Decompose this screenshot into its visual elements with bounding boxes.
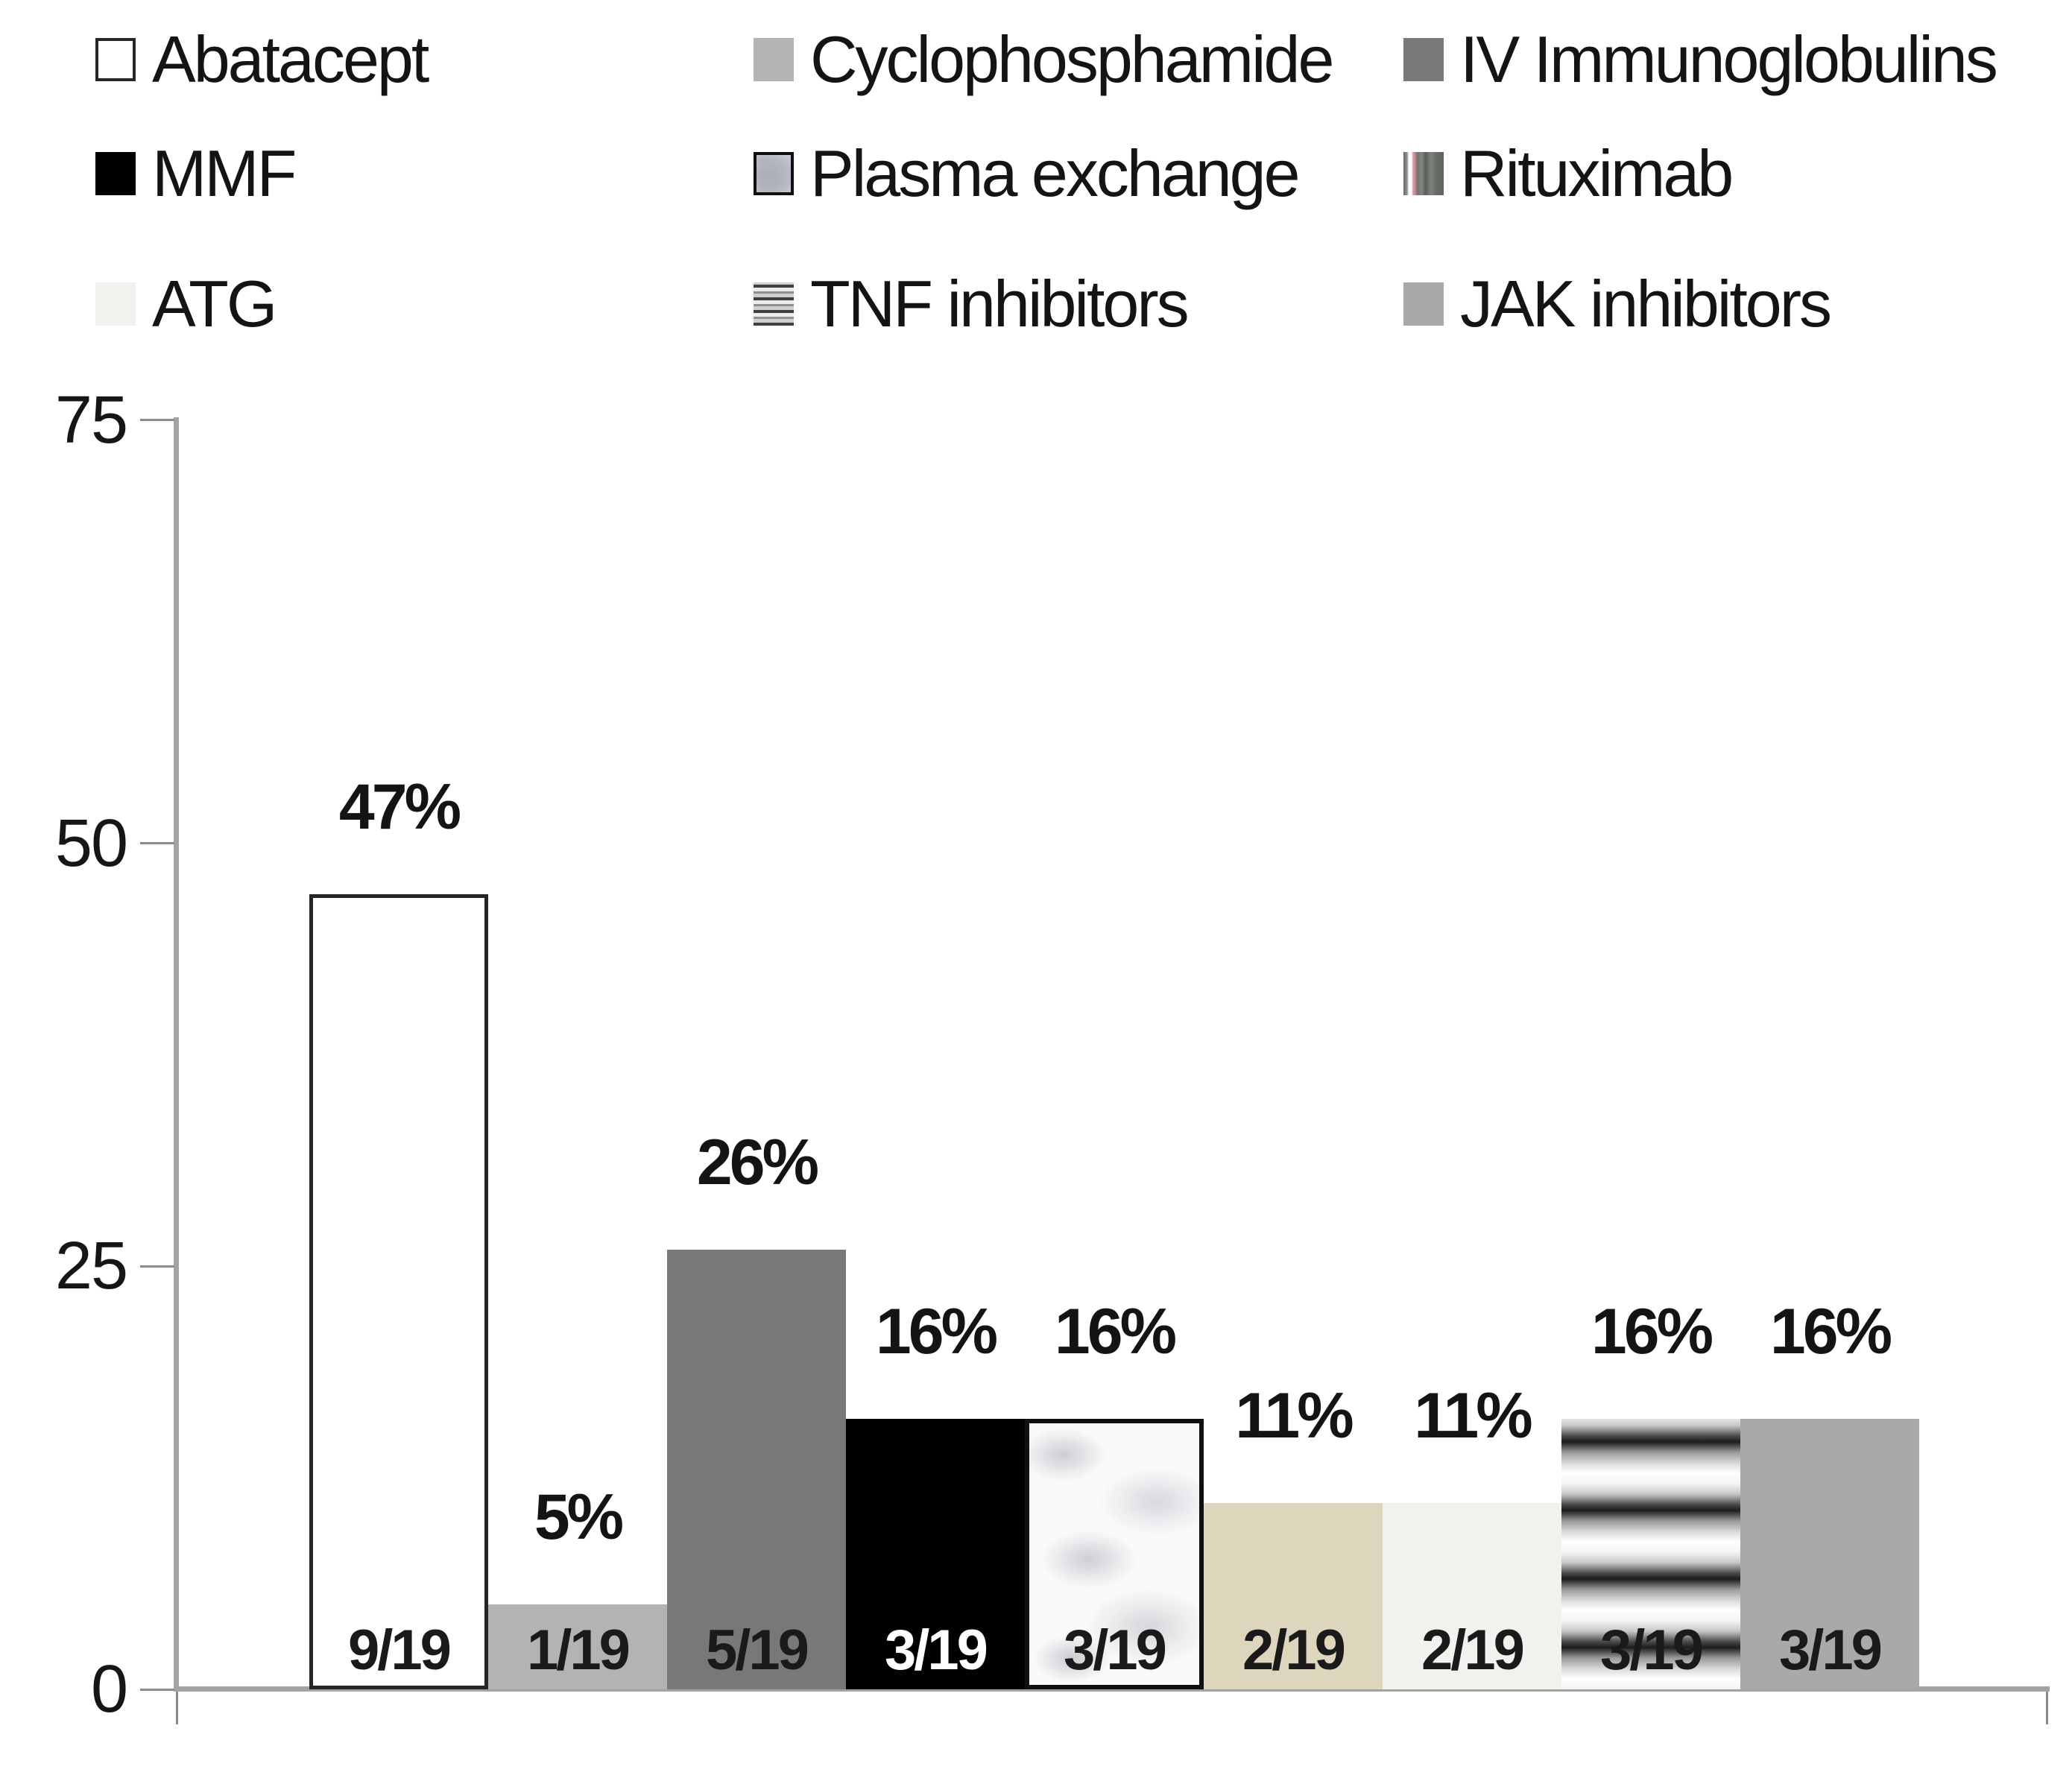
legend-item-cyclophosphamide: Cyclophosphamide: [754, 27, 1334, 92]
y-axis-tick: [140, 842, 174, 845]
y-axis-tick: [140, 1265, 174, 1268]
legend-item-ivig: IV Immunoglobulins: [1403, 27, 1998, 92]
bar-abatacept: [309, 893, 488, 1689]
legend-label: Cyclophosphamide: [810, 22, 1334, 96]
legend-label: IV Immunoglobulins: [1460, 22, 1998, 96]
plasma-swatch-icon: [754, 152, 794, 195]
bar-ivig: [667, 1249, 846, 1689]
bar-value-label: 16%: [1591, 1295, 1713, 1367]
legend-item-plasma: Plasma exchange: [754, 141, 1301, 206]
bar-value-label: 16%: [1769, 1295, 1892, 1367]
bar-count-label: 2/19: [1421, 1619, 1525, 1682]
abatacept-swatch-icon: [95, 38, 136, 81]
bar-count-label: 3/19: [885, 1619, 988, 1682]
legend-item-tnf: TNF inhibitors: [754, 271, 1190, 337]
legend-item-atg: ATG: [95, 271, 277, 337]
ivig-swatch-icon: [1403, 38, 1444, 81]
bar-count-label: 1/19: [527, 1619, 631, 1682]
rituximab-swatch-icon: [1403, 152, 1444, 195]
bar-jak: [1740, 1418, 1919, 1689]
atg-swatch-icon: [95, 282, 136, 326]
bar-plasma: [1025, 1418, 1204, 1689]
bar-tnf: [1561, 1418, 1740, 1689]
bar-value-label: 5%: [534, 1481, 624, 1554]
y-axis-line: [174, 417, 179, 1689]
bar-value-label: 47%: [338, 771, 461, 843]
y-axis-tick-label: 50: [54, 806, 128, 881]
bar-value-label: 26%: [696, 1126, 819, 1198]
jak-swatch-icon: [1403, 282, 1444, 326]
x-axis-end-tick-right: [2046, 1692, 2048, 1724]
legend-label: MMF: [152, 136, 297, 210]
legend-label: TNF inhibitors: [810, 267, 1190, 341]
bar-value-label: 16%: [1054, 1295, 1177, 1367]
x-axis-end-tick-left: [176, 1692, 178, 1724]
legend-label: Plasma exchange: [810, 136, 1301, 210]
legend-item-jak: JAK inhibitors: [1403, 271, 1832, 337]
tnf-swatch-icon: [754, 282, 794, 326]
bar-count-label: 9/19: [348, 1619, 452, 1682]
bar-value-label: 11%: [1235, 1380, 1354, 1452]
y-axis-tick-label: 75: [54, 382, 128, 458]
bar-rituximab: [1204, 1503, 1383, 1689]
legend-label: Rituximab: [1460, 136, 1734, 210]
mmf-swatch-icon: [95, 152, 136, 195]
bar-count-label: 3/19: [1779, 1619, 1883, 1682]
bar-count-label: 5/19: [706, 1619, 809, 1682]
bar-cyclophosphamide: [488, 1604, 667, 1689]
y-axis-tick-label: 0: [90, 1652, 128, 1727]
y-axis-tick: [140, 419, 174, 422]
bar-count-label: 3/19: [1600, 1619, 1704, 1682]
bar-value-label: 16%: [875, 1295, 998, 1367]
legend-label: Abatacept: [152, 22, 429, 96]
legend-item-rituximab: Rituximab: [1403, 141, 1734, 206]
bar-count-label: 3/19: [1064, 1619, 1167, 1682]
y-axis-tick-label: 25: [54, 1229, 128, 1304]
legend-label: ATG: [152, 267, 277, 341]
bar-count-label: 2/19: [1242, 1619, 1346, 1682]
bar-value-label: 11%: [1414, 1380, 1532, 1452]
legend-item-abatacept: Abatacept: [95, 27, 429, 92]
cyclophosphamide-swatch-icon: [754, 38, 794, 81]
bar-atg: [1383, 1503, 1561, 1689]
legend-label: JAK inhibitors: [1460, 267, 1832, 341]
legend-item-mmf: MMF: [95, 141, 297, 206]
bar-mmf: [846, 1418, 1025, 1689]
y-axis-tick: [140, 1688, 174, 1691]
